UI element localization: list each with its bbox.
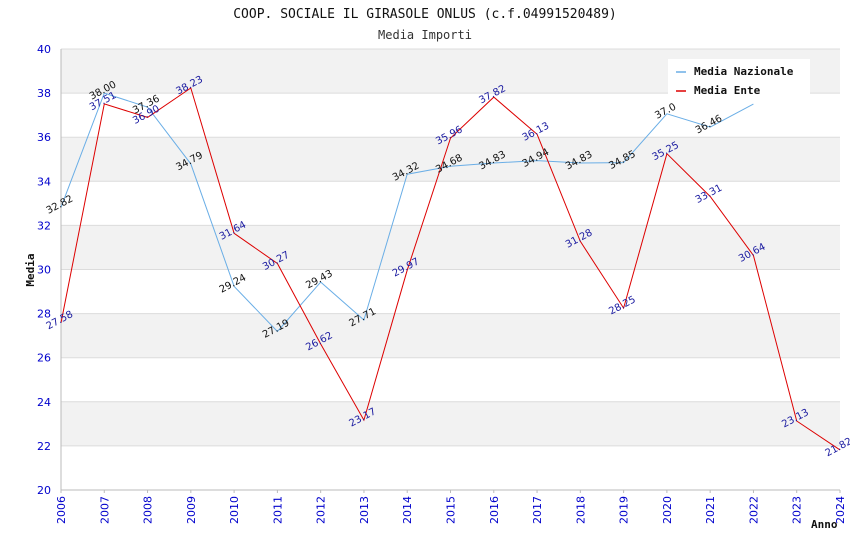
y-tick-labels: 20 22 24 26 28 30 32 34 36 38 40 (37, 43, 51, 497)
legend-label-media-nazionale: Media Nazionale (694, 65, 794, 78)
background-band (61, 225, 840, 270)
chart-subtitle: Media Importi (378, 28, 472, 42)
x-tick-label: 2016 (488, 496, 501, 524)
y-tick-label: 28 (37, 308, 51, 321)
series-line-media-ente (60, 87, 841, 451)
x-tick-label: 2014 (401, 496, 414, 524)
chart-title: COOP. SOCIALE IL GIRASOLE ONLUS (c.f.049… (233, 7, 617, 22)
x-tick-label: 2015 (445, 496, 458, 524)
x-tick-label: 2008 (142, 496, 155, 524)
x-tick-label: 2024 (834, 496, 847, 524)
background-band (61, 181, 840, 226)
background-band (61, 137, 840, 182)
axes (60, 49, 841, 493)
background-band (61, 269, 840, 314)
series-lines (60, 87, 841, 451)
background-band (61, 313, 840, 358)
x-tick-label: 2012 (315, 496, 328, 524)
background-band (61, 401, 840, 446)
plot-background (61, 49, 840, 490)
legend: Media Nazionale Media Ente (668, 59, 810, 99)
y-tick-label: 40 (37, 43, 51, 56)
series-line-media-nazionale (60, 92, 754, 333)
x-tick-label: 2023 (791, 496, 804, 524)
x-tick-label: 2009 (185, 496, 198, 524)
y-tick-label: 24 (37, 396, 51, 409)
x-tick-label: 2006 (55, 496, 68, 524)
x-tick-labels: 2006 2007 2008 2009 2010 2011 2012 2013 2014 2015… (55, 496, 847, 524)
y-axis-label: Media (24, 253, 37, 286)
x-tick-label: 2020 (661, 496, 674, 524)
background-band (61, 357, 840, 402)
y-tick-label: 22 (37, 440, 51, 453)
y-tick-label: 38 (37, 87, 51, 100)
x-tick-label: 2010 (228, 496, 241, 524)
x-tick-label: 2021 (704, 496, 717, 524)
x-tick-label: 2013 (358, 496, 371, 524)
x-axis-label: Anno (811, 518, 838, 531)
x-tick-label: 2017 (531, 496, 544, 524)
y-tick-label: 30 (37, 264, 51, 277)
x-tick-label: 2022 (747, 496, 760, 524)
legend-label-media-ente: Media Ente (694, 84, 761, 97)
y-tick-label: 34 (37, 175, 51, 188)
y-tick-label: 32 (37, 219, 51, 232)
y-tick-label: 36 (37, 131, 51, 144)
x-tick-label: 2019 (618, 496, 631, 524)
y-tick-label: 26 (37, 352, 51, 365)
legend-box (668, 59, 810, 99)
x-tick-label: 2007 (98, 496, 111, 524)
x-tick-label: 2018 (574, 496, 587, 524)
x-tick-label: 2011 (271, 496, 284, 524)
y-tick-label: 20 (37, 484, 51, 497)
background-band (61, 445, 840, 490)
background-band (61, 93, 840, 138)
